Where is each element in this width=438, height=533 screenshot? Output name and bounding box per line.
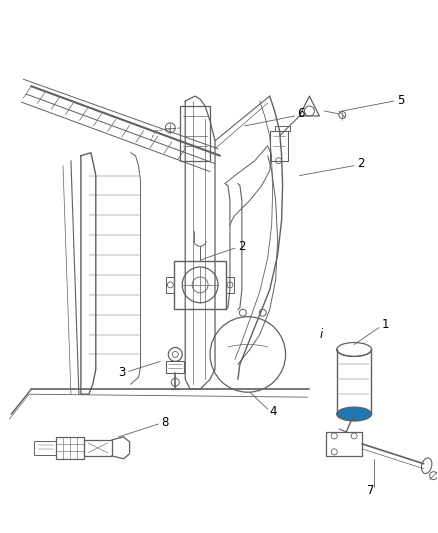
Bar [270,131,288,160]
Bar [56,437,84,459]
Bar [275,126,290,131]
Text: 7: 7 [367,484,375,497]
Text: 6: 6 [297,108,305,120]
Text: 4: 4 [270,405,277,417]
Text: i: i [319,328,323,341]
Text: 5: 5 [397,94,404,107]
Text: 3: 3 [118,366,126,379]
Bar [174,261,226,309]
Bar [166,277,174,293]
Text: 2: 2 [357,157,364,170]
Text: 2: 2 [238,240,245,253]
Bar [34,441,56,455]
Bar [226,277,234,293]
Bar [180,106,210,160]
Ellipse shape [337,407,371,421]
Text: 1: 1 [382,318,389,331]
Text: 8: 8 [161,416,169,429]
Bar [166,361,184,373]
Bar [84,440,112,456]
